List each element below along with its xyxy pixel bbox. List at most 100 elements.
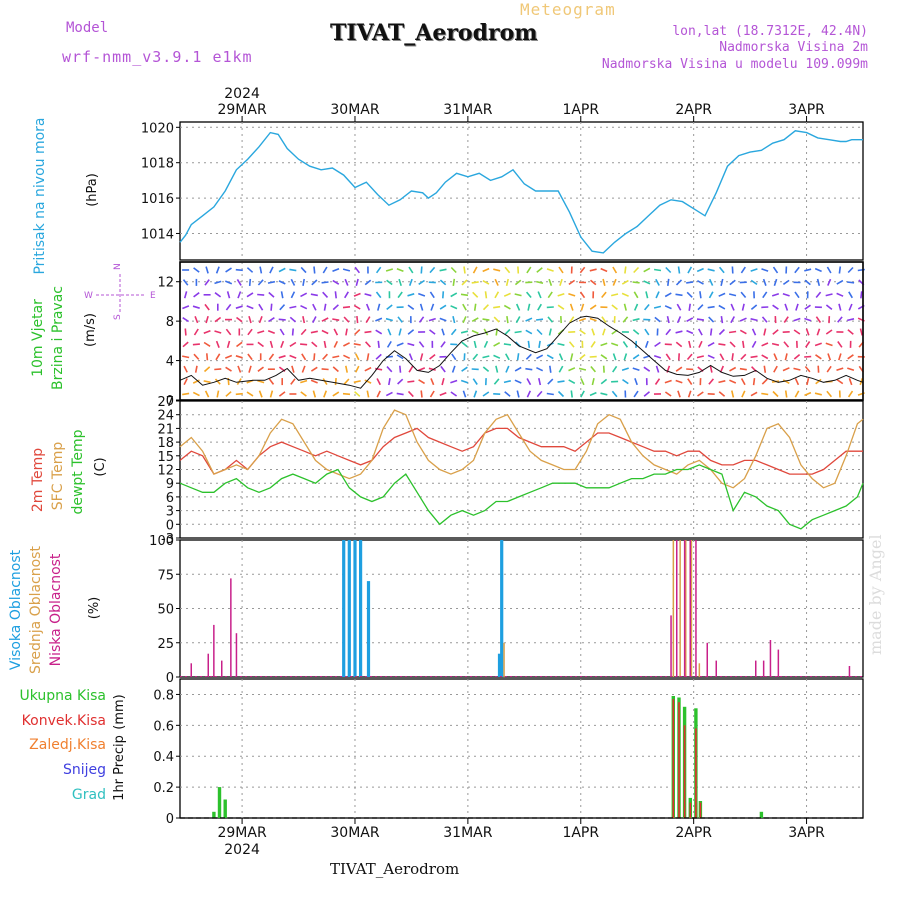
wind-arrow — [825, 304, 833, 311]
wind-arrow — [707, 305, 715, 309]
wind-arrow — [741, 390, 746, 398]
wind-arrow — [334, 378, 337, 386]
wind-arrow — [236, 316, 243, 323]
wind-arrow — [654, 378, 661, 385]
wind-arrow — [407, 293, 415, 297]
wind-arrow — [343, 342, 350, 347]
wind-arrow — [686, 353, 693, 361]
wind-arrow — [601, 291, 607, 299]
wind-arrow — [302, 316, 306, 324]
bottom-day-label: 31MAR — [443, 825, 492, 841]
wind-arrow — [366, 353, 370, 361]
wind-arrow — [527, 303, 531, 311]
wind-arrow — [482, 391, 490, 397]
wind-arrow — [345, 365, 348, 373]
wind-arrow — [226, 291, 231, 299]
wind-arrow — [589, 268, 597, 272]
cloud-low-bar — [213, 624, 215, 677]
wind-arrow — [546, 392, 554, 396]
wind-arrow — [568, 341, 575, 348]
temperature-ytick-label: 12 — [157, 464, 174, 479]
wind-arrow — [460, 330, 469, 334]
wind-arrow — [612, 353, 617, 361]
wind-arrow — [664, 391, 672, 397]
wind-arrow — [761, 378, 768, 385]
top-day-label: 1APR — [562, 102, 599, 118]
wind-arrow — [342, 306, 351, 309]
wind-arrow — [633, 291, 639, 299]
wind-arrow — [428, 367, 436, 371]
wind-arrow — [536, 280, 544, 284]
compass-s: S — [113, 314, 123, 320]
wind-arrow — [397, 291, 403, 299]
temp-sfc-line — [179, 409, 864, 489]
station-title: TIVAT_Aerodrom — [330, 20, 538, 46]
wind-arrow — [804, 391, 812, 397]
dewpoint-line — [179, 464, 864, 530]
wind-arrow — [428, 317, 436, 322]
wind-arrow — [558, 266, 564, 274]
wind-arrow — [666, 316, 670, 324]
cloud-unit: (%) — [87, 597, 102, 620]
cloud-high-bar — [500, 540, 504, 677]
cloud-mid-bar — [679, 540, 681, 677]
pressure-panel: 1014 1016 1018 1020 — [141, 121, 864, 261]
wind-arrow — [450, 305, 458, 310]
wind-arrow — [300, 304, 308, 310]
wind-arrow — [321, 368, 329, 371]
wind-arrow — [718, 328, 725, 336]
wind-arrow — [377, 303, 381, 311]
wind-arrow — [301, 353, 307, 361]
wind-arrow — [537, 291, 542, 299]
wind-arrow — [516, 353, 520, 361]
wind-arrow — [570, 390, 573, 398]
wind-arrow — [697, 280, 704, 285]
wind-arrow — [430, 378, 435, 386]
wind-arrow — [675, 341, 683, 348]
wind-arrow — [729, 341, 736, 348]
wind-arrow — [718, 266, 725, 274]
wind-arrow — [784, 353, 788, 361]
wind-arrow — [182, 279, 189, 286]
wind-arrow — [838, 303, 842, 311]
wind-arrow — [442, 291, 445, 299]
wind-arrow — [471, 281, 479, 284]
wind-arrow — [739, 367, 747, 371]
wind-arrow — [827, 278, 832, 286]
wind-arrow — [590, 365, 597, 373]
wind-arrow — [761, 354, 769, 360]
wind-arrow — [397, 316, 403, 323]
wind-arrow — [278, 355, 286, 359]
cloud-low-bar — [235, 633, 238, 677]
wind-arrow — [687, 378, 693, 385]
cloud-high-bar — [366, 581, 371, 677]
wind-arrow — [280, 340, 285, 348]
wind-arrow — [482, 304, 489, 311]
precip-ytick-label: 0.2 — [153, 781, 174, 796]
wind-arrow — [739, 317, 747, 322]
wind-arrow — [323, 303, 327, 311]
wind-arrow — [579, 266, 586, 274]
precip-conv-bar — [683, 725, 686, 818]
wind-arrow — [805, 341, 811, 348]
wind-arrow — [762, 291, 768, 299]
wind-arrow — [516, 390, 520, 398]
wind-arrow — [493, 268, 501, 272]
wind-arrow — [590, 341, 596, 348]
wind-arrow — [643, 267, 651, 273]
wind-arrow — [420, 390, 423, 398]
wind-arrow — [730, 316, 736, 324]
wind-arrow — [235, 392, 243, 396]
wind-arrow — [345, 328, 348, 336]
wind-arrow — [557, 304, 565, 310]
wind-arrow — [570, 353, 574, 361]
precip-ytick-label: 0.6 — [153, 719, 174, 734]
wind-arrow — [633, 266, 640, 274]
wind-arrow — [204, 390, 210, 398]
wind-arrow — [439, 304, 447, 310]
wind-arrow — [322, 353, 328, 360]
wind-arrow — [825, 293, 833, 297]
wind-arrow — [569, 303, 574, 311]
wind-arrow — [536, 267, 543, 273]
wind-arrow — [279, 328, 285, 336]
